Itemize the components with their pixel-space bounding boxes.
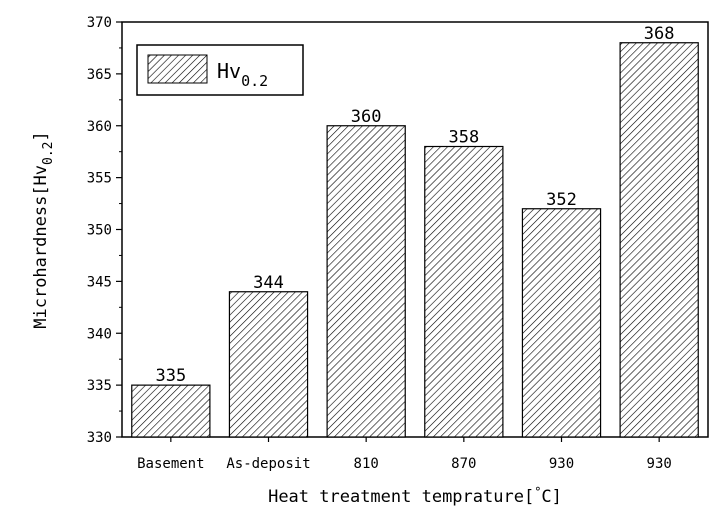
y-tick-label-8: 370: [87, 15, 112, 31]
y-tick-label-6: 360: [87, 119, 112, 135]
y-tick-label-1: 335: [87, 378, 112, 394]
y-axis-ticks: 330 335 340 345 350 355 360 365 370: [87, 15, 122, 446]
x-axis-title: Heat treatment temprature[°C]: [268, 485, 562, 507]
x-tick-label-0: Basement: [137, 456, 204, 472]
x-tick-label-4: 930: [549, 456, 574, 472]
legend-label: Hv0.2: [217, 59, 268, 90]
bar-0: [131, 384, 211, 438]
data-label-2: 360: [351, 107, 382, 127]
data-label-4: 352: [546, 190, 577, 210]
y-tick-label-3: 345: [87, 274, 112, 290]
x-tick-label-5: 930: [647, 456, 672, 472]
legend: Hv0.2: [136, 44, 304, 96]
data-label-5: 368: [644, 24, 675, 44]
data-label-0: 335: [155, 366, 186, 386]
x-tick-label-2: 810: [354, 456, 379, 472]
bar-5: [619, 42, 699, 438]
y-tick-label-0: 330: [87, 430, 112, 446]
bar-4: [521, 208, 602, 438]
y-tick-label-2: 340: [87, 326, 112, 342]
y-tick-label-4: 350: [87, 223, 112, 239]
y-tick-label-7: 365: [87, 67, 112, 83]
legend-swatch: [147, 54, 208, 84]
y-axis-title: Microhardness[Hv0.2]: [31, 131, 56, 329]
x-tick-label-1: As-deposit: [226, 456, 310, 472]
data-label-3: 358: [448, 128, 479, 148]
x-axis-ticks: Basement As-deposit 810 870 930 930: [137, 437, 672, 472]
bar-2: [326, 125, 406, 438]
x-tick-label-3: 870: [451, 456, 476, 472]
bars-group: [131, 42, 699, 438]
bar-3: [424, 145, 504, 438]
bar-1: [228, 291, 309, 438]
data-label-1: 344: [253, 273, 284, 293]
y-tick-label-5: 355: [87, 171, 112, 187]
data-labels-group: 335 344 360 358 352 368: [155, 24, 674, 386]
